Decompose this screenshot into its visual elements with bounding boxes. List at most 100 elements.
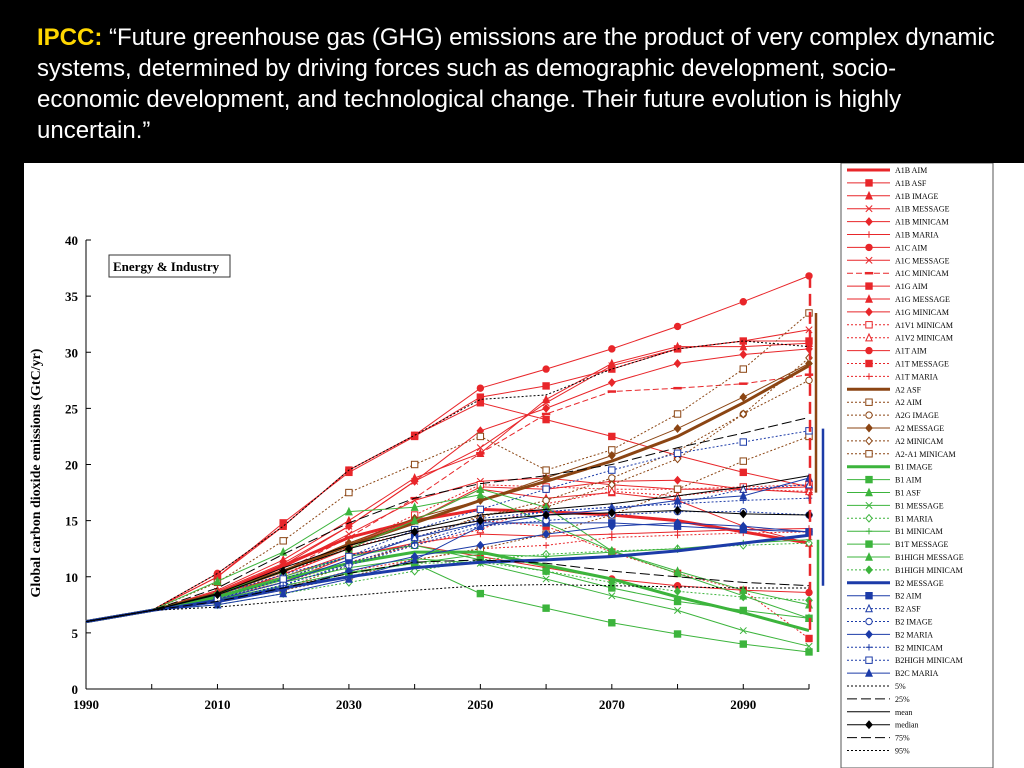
x-tick-label: 2010 xyxy=(204,697,230,712)
data-point xyxy=(674,532,681,539)
data-point xyxy=(739,468,747,477)
legend-label: B1T MESSAGE xyxy=(895,540,949,549)
legend-label: B2 ASF xyxy=(895,605,921,614)
data-point xyxy=(607,577,616,587)
data-point xyxy=(279,537,287,545)
legend-label: A2 MINICAM xyxy=(895,437,943,446)
legend-item: B1 MARIA xyxy=(847,513,933,523)
legend-item: mean xyxy=(847,708,912,717)
legend-item: A1G MESSAGE xyxy=(847,294,950,304)
series-line xyxy=(85,357,810,623)
data-point xyxy=(607,508,616,518)
series-line xyxy=(85,364,810,624)
series-line xyxy=(85,416,810,623)
data-point xyxy=(607,521,616,531)
data-point xyxy=(542,575,550,583)
data-point xyxy=(739,521,748,531)
legend-marker xyxy=(865,475,873,484)
legend-label: A1B MINICAM xyxy=(895,218,949,227)
legend-marker xyxy=(865,656,873,664)
legend-item: B1 MESSAGE xyxy=(847,501,944,510)
series-line xyxy=(85,544,810,623)
data-point xyxy=(739,409,748,419)
data-point xyxy=(673,359,682,368)
data-point xyxy=(673,586,682,596)
legend-label: median xyxy=(895,721,919,730)
legend-label: B1HIGH MESSAGE xyxy=(895,553,964,562)
data-point xyxy=(476,505,485,514)
legend-label: A1V1 MINICAM xyxy=(895,321,953,330)
data-point xyxy=(673,630,682,638)
legend-label: A2 ASF xyxy=(895,385,922,394)
data-point xyxy=(608,432,616,441)
data-point xyxy=(673,597,682,606)
legend-item: A2 ASF xyxy=(847,385,922,394)
data-point xyxy=(805,648,813,656)
legend-label: B2 IMAGE xyxy=(895,618,933,627)
data-point xyxy=(476,589,485,598)
legend-marker xyxy=(865,644,873,651)
series-line xyxy=(85,522,810,623)
legend-item: B2 ASF xyxy=(847,603,921,614)
data-point xyxy=(739,341,748,351)
series-95 xyxy=(85,340,810,623)
data-point xyxy=(411,539,418,547)
legend-label: A1T AIM xyxy=(895,347,927,356)
legend-label: 25% xyxy=(895,695,910,704)
legend-label: B1HIGH MINICAM xyxy=(895,566,963,575)
legend-label: A1B ASF xyxy=(895,179,927,188)
data-point xyxy=(607,451,616,460)
data-point xyxy=(476,495,485,505)
data-point xyxy=(805,642,813,650)
data-point xyxy=(476,448,485,457)
legend-label: A1B IMAGE xyxy=(895,192,938,201)
data-point xyxy=(542,510,550,520)
legend-label: B2 MESSAGE xyxy=(895,579,944,588)
legend-item: B1 ASF xyxy=(847,487,921,498)
data-point xyxy=(476,384,485,392)
data-point xyxy=(739,350,748,359)
x-tick-label: 1990 xyxy=(73,697,99,712)
chart-title-box: Energy & Industry xyxy=(108,254,231,278)
data-point xyxy=(607,486,616,496)
data-point xyxy=(410,515,419,525)
data-point xyxy=(344,574,353,583)
legend-marker xyxy=(865,720,873,730)
chart-panel: 0 5 10 15 20 25 30 35 40 1990 2010 2030 2050 2070 2090… xyxy=(24,163,1024,768)
legend-item: B2 MINICAM xyxy=(847,643,943,652)
legend-marker xyxy=(865,243,873,252)
y-tick-label: 0 xyxy=(72,682,79,697)
data-point xyxy=(673,485,682,493)
range-bars xyxy=(808,275,825,652)
series-line xyxy=(85,562,810,653)
data-point xyxy=(279,588,288,598)
data-point xyxy=(673,506,682,515)
open-quote: “ xyxy=(102,24,118,51)
legend-item: A2 AIM xyxy=(847,398,922,407)
legend-label: B1 AIM xyxy=(895,476,921,485)
legend-item: A1B IMAGE xyxy=(847,190,938,201)
series-line xyxy=(85,509,810,623)
series-line xyxy=(85,494,810,623)
data-point xyxy=(608,619,616,627)
data-point xyxy=(673,322,682,331)
legend-label: A1B MARIA xyxy=(895,231,939,240)
data-point xyxy=(739,365,747,373)
series-line xyxy=(85,275,810,623)
legend-marker xyxy=(865,603,873,613)
legend-marker xyxy=(865,436,873,446)
legend-marker xyxy=(865,205,873,213)
legend-label: B1 ASF xyxy=(895,489,921,498)
data-point xyxy=(673,475,682,485)
data-point xyxy=(279,519,287,527)
legend-label: A1T MESSAGE xyxy=(895,360,949,369)
data-point xyxy=(279,566,288,576)
legend-marker xyxy=(865,398,873,406)
axes: 0 5 10 15 20 25 30 35 40 1990 2010 2030 2050 2070 2090 xyxy=(65,233,810,712)
data-point xyxy=(673,566,682,575)
data-point xyxy=(739,491,748,500)
data-point xyxy=(542,566,550,576)
legend-label: 95% xyxy=(895,747,910,756)
legend-marker xyxy=(865,411,873,419)
legend-item: 75% xyxy=(847,734,910,743)
